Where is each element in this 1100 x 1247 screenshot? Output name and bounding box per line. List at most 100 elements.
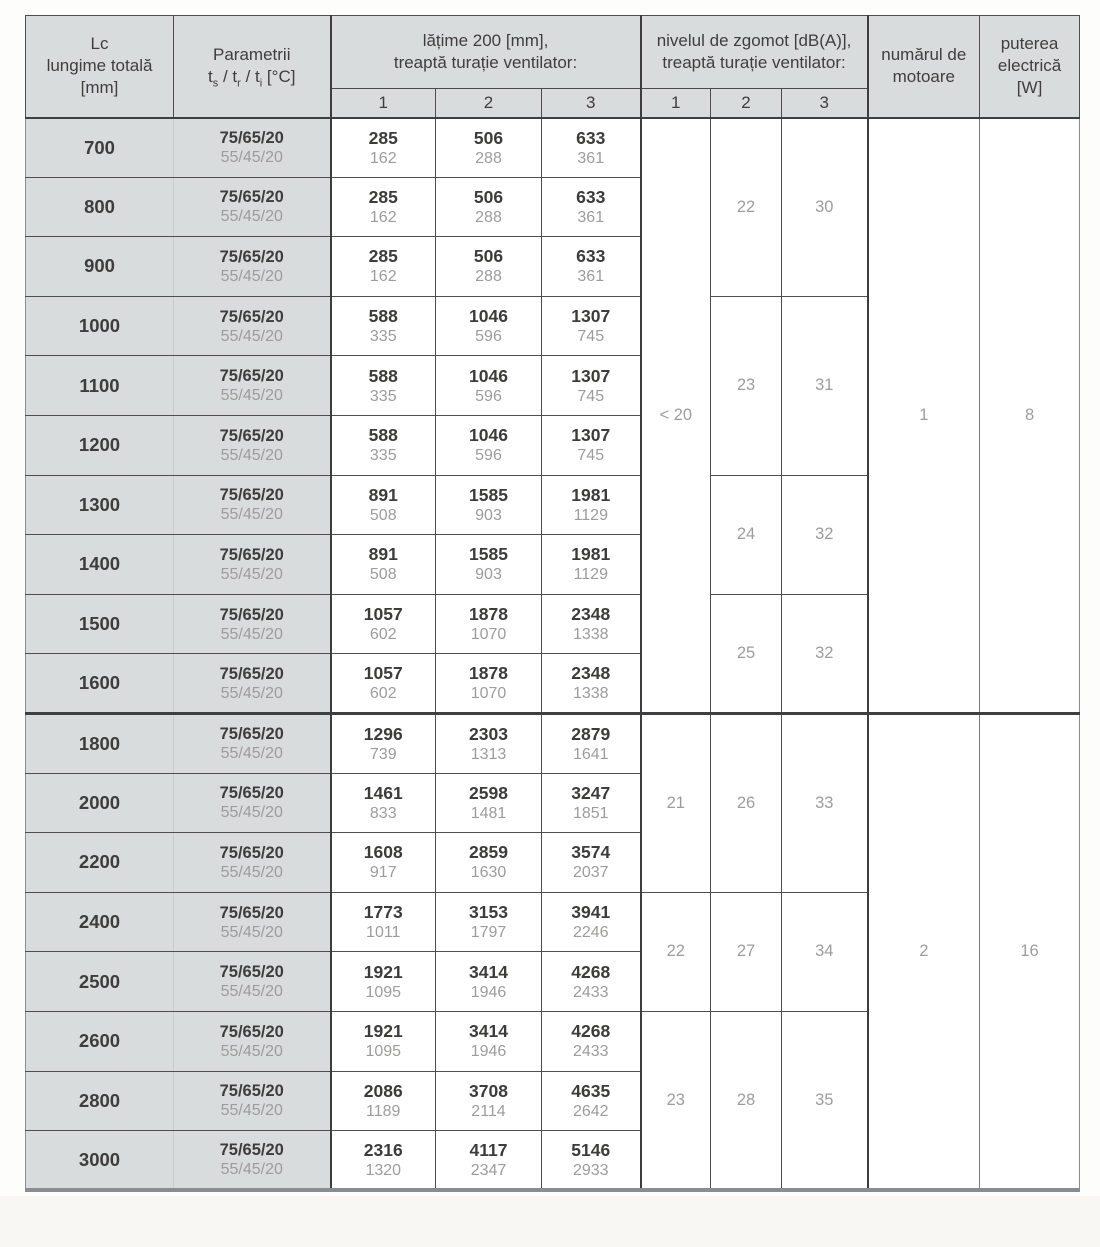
- output-low-value: 2433: [572, 983, 609, 1001]
- output-low-value: 2642: [572, 1102, 609, 1120]
- heat-output-cell-step-3: 2348 1338: [540, 653, 642, 714]
- noise-level-cell-step-2: 28: [710, 1010, 783, 1191]
- header-parameters-title: Parametrii: [213, 45, 291, 65]
- header-fan-step-2: 2: [435, 88, 542, 119]
- length-cell: 2000: [25, 772, 174, 834]
- output-hot-value: 2348: [571, 604, 611, 625]
- output-low-value: 1946: [470, 983, 507, 1001]
- length-cell: 1500: [25, 593, 174, 655]
- heat-output-cell-step-1: 1608 917: [329, 832, 436, 893]
- output-hot-value: 285: [368, 127, 398, 148]
- parameters-cell: 75/65/20 55/45/20: [173, 176, 331, 238]
- output-hot-value: 506: [473, 127, 504, 148]
- parameters-cell: 75/65/20 55/45/20: [173, 593, 331, 655]
- output-hot-value: 588: [368, 425, 398, 446]
- output-hot-value: 1981: [571, 484, 611, 505]
- heat-output-cell-step-2: 1878 1070: [435, 593, 542, 655]
- table-section-dual-motor: 1800 75/65/20 55/45/20 1296 739 2303 1313 2879 1…: [25, 711, 1081, 1191]
- heat-output-cell-step-1: 588 335: [329, 355, 436, 416]
- heat-output-cell-step-2: 506 288: [435, 117, 542, 178]
- output-hot-value: 285: [368, 186, 398, 207]
- output-low-value: 288: [475, 268, 502, 286]
- output-hot-value: 4268: [571, 1021, 611, 1042]
- output-low-value: 335: [369, 328, 397, 346]
- electric-power-cell: 8: [979, 117, 1081, 714]
- output-hot-value: 5146: [571, 1139, 611, 1160]
- output-low-value: 1481: [470, 804, 507, 822]
- length-cell: 2500: [25, 951, 174, 1012]
- param-hot-value: 75/65/20: [219, 1141, 284, 1160]
- output-low-value: 1129: [573, 506, 608, 524]
- output-low-value: 2933: [572, 1161, 609, 1179]
- output-hot-value: 1585: [469, 484, 508, 505]
- param-hot-value: 75/65/20: [219, 963, 284, 982]
- heat-output-cell-step-3: 1307 745: [540, 295, 642, 357]
- param-hot-value: 75/65/20: [219, 1022, 284, 1041]
- heat-output-cell-step-3: 4635 2642: [540, 1070, 642, 1132]
- heat-output-cell-step-3: 3941 2246: [540, 891, 642, 953]
- table-row-1200: 1200 75/65/20 55/45/20 588 335 1046 596 1307 745: [25, 414, 1080, 476]
- noise-level-cell-step-3: 32: [781, 474, 869, 595]
- output-hot-value: 1608: [363, 842, 403, 863]
- output-low-value: 1630: [470, 864, 507, 882]
- heat-output-cell-step-1: 285 162: [329, 236, 436, 297]
- output-hot-value: 1046: [469, 425, 508, 446]
- page-bottom-margin: [0, 1196, 1100, 1247]
- output-low-value: 2433: [572, 1043, 609, 1061]
- noise-level-cell-step-2: 24: [710, 474, 783, 595]
- length-cell: 2400: [25, 891, 174, 953]
- parameters-cell: 75/65/20 55/45/20: [173, 1130, 331, 1191]
- param-low-value: 55/45/20: [220, 1042, 283, 1060]
- param-hot-value: 75/65/20: [219, 426, 284, 445]
- noise-level-cell-step-1: < 20: [639, 117, 712, 714]
- output-hot-value: 1981: [571, 544, 611, 565]
- output-low-value: 1070: [470, 626, 507, 644]
- parameters-cell: 75/65/20 55/45/20: [173, 236, 331, 297]
- output-low-value: 508: [369, 566, 397, 584]
- parameters-cell: 75/65/20 55/45/20: [173, 951, 331, 1012]
- output-low-value: 361: [577, 149, 605, 167]
- output-hot-value: 3414: [469, 1021, 508, 1042]
- output-hot-value: 1773: [363, 902, 403, 923]
- output-hot-value: 1057: [363, 604, 403, 625]
- table-row-2800: 2800 75/65/20 55/45/20 2086 1189 3708 2114 4635…: [25, 1070, 1080, 1132]
- output-low-value: 162: [369, 208, 397, 226]
- param-low-value: 55/45/20: [220, 506, 283, 524]
- heat-output-cell-step-2: 1878 1070: [435, 653, 542, 714]
- noise-level-cell-step-2: 27: [710, 891, 783, 1012]
- parameters-cell: 75/65/20 55/45/20: [173, 1010, 331, 1072]
- output-hot-value: 2316: [363, 1139, 403, 1160]
- table-row-800: 800 75/65/20 55/45/20 285 162 506 288 633 361: [25, 176, 1080, 238]
- length-cell: 700: [25, 117, 174, 178]
- heat-output-cell-step-3: 3247 1851: [540, 772, 642, 834]
- param-hot-value: 75/65/20: [219, 784, 284, 803]
- param-low-value: 55/45/20: [220, 1102, 283, 1120]
- param-low-value: 55/45/20: [220, 446, 283, 464]
- heat-output-cell-step-2: 1585 903: [435, 534, 542, 595]
- param-low-value: 55/45/20: [220, 267, 283, 285]
- length-cell: 1400: [25, 534, 174, 595]
- heat-output-cell-step-3: 1981 1129: [540, 474, 642, 536]
- electric-power-cell: 16: [979, 711, 1081, 1191]
- noise-level-cell-step-1: 23: [639, 1010, 712, 1191]
- param-hot-value: 75/65/20: [219, 545, 284, 564]
- heat-output-cell-step-1: 1921 1095: [329, 1010, 436, 1072]
- param-hot-value: 75/65/20: [219, 486, 284, 505]
- heat-output-cell-step-1: 588 335: [329, 295, 436, 357]
- param-hot-value: 75/65/20: [219, 903, 284, 922]
- spec-table-wrapper: Lc lungime totală [mm] Parametrii ts / t…: [25, 15, 1081, 1193]
- table-row-2400: 2400 75/65/20 55/45/20 1773 1011 3153 1797 3941…: [25, 891, 1080, 1012]
- length-cell: 800: [25, 176, 174, 238]
- noise-level-cell-step-3: 33: [781, 711, 869, 893]
- output-hot-value: 1585: [469, 544, 508, 565]
- heat-output-cell-step-2: 4117 2347: [435, 1130, 542, 1191]
- header-length-line1: Lc: [90, 34, 109, 54]
- param-low-value: 55/45/20: [220, 863, 283, 881]
- output-hot-value: 1046: [469, 306, 508, 327]
- output-hot-value: 3708: [469, 1080, 508, 1101]
- table-row-2500: 2500 75/65/20 55/45/20 1921 1095 3414 1946 4268…: [25, 951, 1080, 1012]
- heat-output-cell-step-3: 4268 2433: [540, 1010, 642, 1072]
- output-low-value: 335: [369, 387, 397, 405]
- output-hot-value: 633: [576, 246, 606, 267]
- heat-output-cell-step-3: 1307 745: [540, 355, 642, 416]
